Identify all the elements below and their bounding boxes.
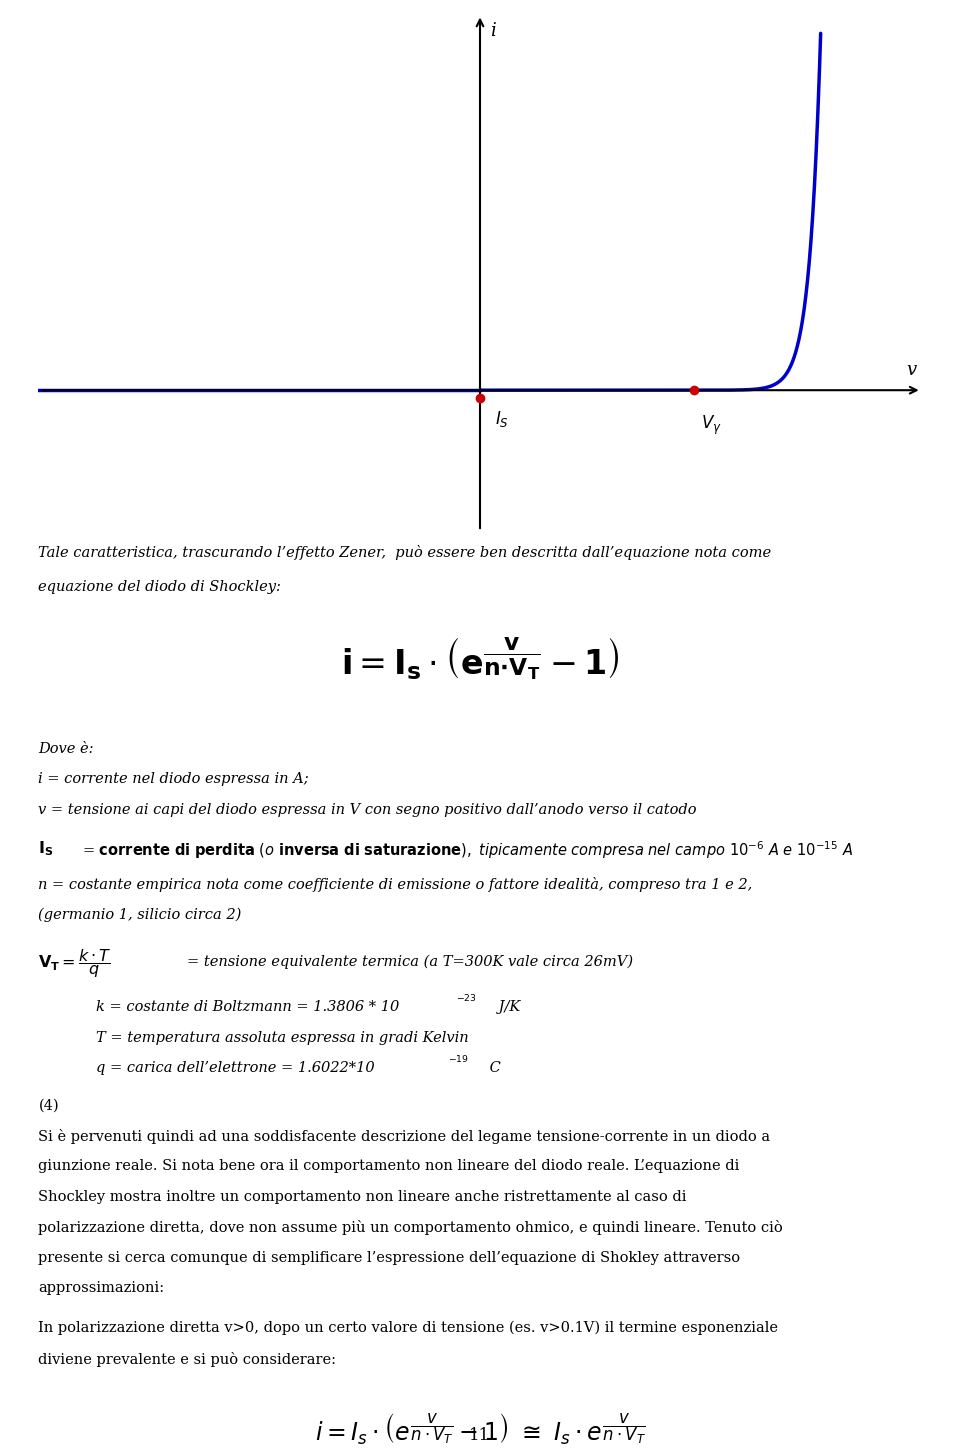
Text: $i = I_s \cdot \left(e^{\dfrac{v}{n \cdot V_T}} - 1\right)\ \cong\ I_s \cdot e^{: $i = I_s \cdot \left(e^{\dfrac{v}{n \cdo… [315, 1411, 645, 1448]
Text: v = tensione ai capi del diodo espressa in V con segno positivo dall’anodo verso: v = tensione ai capi del diodo espressa … [38, 803, 697, 816]
Text: $\mathbf{V_T} = \dfrac{k \cdot T}{q}$: $\mathbf{V_T} = \dfrac{k \cdot T}{q}$ [38, 947, 112, 979]
Text: = tensione equivalente termica (a T=300K vale circa 26mV): = tensione equivalente termica (a T=300K… [187, 954, 634, 969]
Text: i: i [491, 22, 496, 41]
Text: n = costante empirica nota come coefficiente di emissione o fattore idealità, co: n = costante empirica nota come coeffici… [38, 876, 753, 892]
Text: In polarizzazione diretta v>0, dopo un certo valore di tensione (es. v>0.1V) il : In polarizzazione diretta v>0, dopo un c… [38, 1321, 779, 1336]
Text: $V_{\gamma}$: $V_{\gamma}$ [701, 413, 722, 436]
Text: $I_S$: $I_S$ [495, 409, 509, 429]
Text: $\mathbf{i} = \mathbf{I}_{\mathbf{s}} \cdot \left(\mathbf{e}^{\dfrac{\mathbf{v}}: $\mathbf{i} = \mathbf{I}_{\mathbf{s}} \c… [341, 636, 619, 682]
Text: approssimazioni:: approssimazioni: [38, 1282, 164, 1295]
Text: giunzione reale. Si nota bene ora il comportamento non lineare del diodo reale. : giunzione reale. Si nota bene ora il com… [38, 1160, 740, 1173]
Text: presente si cerca comunque di semplificare l’espressione dell’equazione di Shokl: presente si cerca comunque di semplifica… [38, 1251, 740, 1264]
Text: $^{-19}$: $^{-19}$ [448, 1055, 469, 1068]
Text: q = carica dell’elettrone = 1.6022*10: q = carica dell’elettrone = 1.6022*10 [96, 1061, 374, 1075]
Text: $^{-23}$: $^{-23}$ [456, 994, 477, 1007]
Text: T = temperatura assoluta espressa in gradi Kelvin: T = temperatura assoluta espressa in gra… [96, 1032, 468, 1045]
Text: Dove è:: Dove è: [38, 742, 94, 755]
Text: i = corrente nel diodo espressa in A;: i = corrente nel diodo espressa in A; [38, 773, 309, 786]
Text: equazione del diodo di Shockley:: equazione del diodo di Shockley: [38, 581, 281, 594]
Text: diviene prevalente e si può considerare:: diviene prevalente e si può considerare: [38, 1352, 336, 1366]
Text: C: C [485, 1061, 501, 1075]
Text: Tale caratteristica, trascurando l’effetto Zener,  può essere ben descritta dall: Tale caratteristica, trascurando l’effet… [38, 546, 772, 560]
Text: 11: 11 [469, 1427, 491, 1443]
Text: polarizzazione diretta, dove non assume più un comportamento ohmico, e quindi li: polarizzazione diretta, dove non assume … [38, 1221, 783, 1235]
Text: $\mathbf{I_S}$: $\mathbf{I_S}$ [38, 840, 54, 858]
Text: Shockley mostra inoltre un comportamento non lineare anche ristrettamente al cas: Shockley mostra inoltre un comportamento… [38, 1190, 687, 1203]
Text: v: v [906, 361, 917, 378]
Text: J/K: J/K [494, 1001, 520, 1014]
Text: = $\mathbf{corrente\ di\ perdita}$ $\mathit{(o}$ $\mathbf{inversa\ di\ saturazio: = $\mathbf{corrente\ di\ perdita}$ $\mat… [82, 840, 852, 861]
Text: Si è pervenuti quindi ad una soddisfacente descrizione del legame tensione-corre: Si è pervenuti quindi ad una soddisfacen… [38, 1129, 771, 1144]
Text: (4): (4) [38, 1099, 59, 1113]
Text: k = costante di Boltzmann = 1.3806 * 10: k = costante di Boltzmann = 1.3806 * 10 [96, 1001, 399, 1014]
Text: (germanio 1, silicio circa 2): (germanio 1, silicio circa 2) [38, 906, 242, 921]
